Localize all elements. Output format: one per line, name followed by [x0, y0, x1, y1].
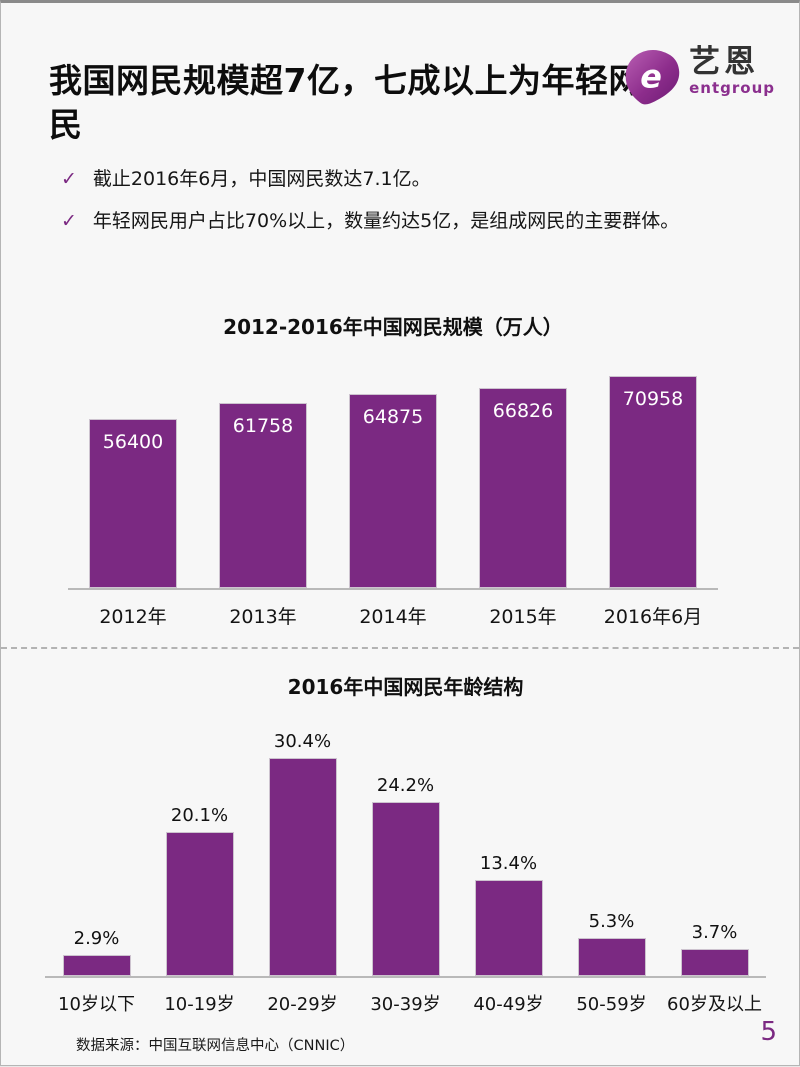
age-structure-chart: 2016年中国网民年龄结构 2.9% 20.1% 30.4% 24.2% 13.4% 5.…: [45, 671, 766, 1016]
logo-name-en: entgroup: [689, 79, 775, 97]
bar-2014年: 64875: [349, 394, 437, 588]
bar-value-label: 70958: [622, 388, 684, 410]
bar-value-label: 24.2%: [376, 775, 435, 796]
bar-column: 64875: [328, 376, 458, 588]
bar-column: 70958: [588, 376, 718, 588]
page-title: 我国网民规模超7亿，七成以上为年轻网民: [49, 61, 642, 144]
key-points-list: ✓ 截止2016年6月，中国网民数达7.1亿。 ✓ 年轻网民用户占比70%以上，…: [61, 167, 771, 250]
x-axis-label: 2015年: [489, 606, 557, 628]
chart-plot-area: 56400 61758 64875 66826 70958: [68, 376, 718, 590]
logo-name-cn: 艺恩: [689, 44, 760, 80]
bar-value-label: 64875: [362, 406, 424, 428]
x-axis-label: 50-59岁: [576, 994, 647, 1015]
bar-column: 3.7%: [663, 730, 766, 976]
bar-column: 20.1%: [148, 730, 251, 976]
bar-value-label: 20.1%: [170, 805, 229, 826]
bar-column: 30.4%: [251, 730, 354, 976]
bar-20-29岁: [268, 758, 337, 976]
dashed-divider: [1, 647, 799, 649]
page-number: 5: [760, 1017, 777, 1047]
bar-value-label: 5.3%: [588, 911, 635, 932]
bullet-text: 截止2016年6月，中国网民数达7.1亿。: [92, 168, 431, 190]
x-axis-label: 40-49岁: [473, 994, 544, 1015]
x-axis-label: 30-39岁: [370, 994, 441, 1015]
checkmark-icon: ✓: [61, 209, 77, 232]
list-item: ✓ 截止2016年6月，中国网民数达7.1亿。: [61, 167, 771, 192]
x-axis: 2012年 2013年 2014年 2015年 2016年6月: [68, 590, 718, 629]
logo-wordmark: 艺恩 entgroup: [689, 47, 775, 96]
x-axis-label: 2013年: [229, 606, 297, 628]
bar-60岁及以上: [680, 949, 749, 976]
chart-plot-area: 2.9% 20.1% 30.4% 24.2% 13.4% 5.3% 3.7%: [45, 730, 766, 978]
bar-value-label: 66826: [492, 400, 554, 422]
bar-2012年: 56400: [89, 419, 177, 588]
entgroup-e-icon: e: [622, 47, 682, 111]
bar-value-label: 61758: [232, 415, 294, 437]
bar-column: 61758: [198, 376, 328, 588]
x-axis-label: 10-19岁: [164, 994, 235, 1015]
bar-30-39岁: [371, 802, 440, 976]
bar-column: 5.3%: [560, 730, 663, 976]
bar-value-label: 2.9%: [73, 928, 120, 949]
netizen-scale-chart: 2012-2016年中国网民规模（万人） 56400 61758 64875 6682…: [68, 311, 718, 629]
bar-column: 66826: [458, 376, 588, 588]
entgroup-logo: e 艺恩 entgroup: [622, 47, 775, 111]
bar-value-label: 13.4%: [479, 853, 538, 874]
x-axis-label: 60岁及以上: [667, 994, 762, 1015]
data-source-note: 数据来源：中国互联网信息中心（CNNIC）: [76, 1038, 355, 1054]
bar-10岁以下: [62, 955, 131, 976]
bar-10-19岁: [165, 832, 234, 976]
bar-value-label: 56400: [102, 431, 164, 453]
bar-50-59岁: [577, 938, 646, 976]
checkmark-icon: ✓: [61, 168, 77, 190]
x-axis: 10岁以下 10-19岁 20-29岁 30-39岁 40-49岁 50-59岁 60岁及以…: [45, 978, 766, 1016]
chart-title: 2012-2016年中国网民规模（万人）: [223, 315, 563, 339]
bar-value-label: 3.7%: [691, 922, 738, 943]
bar-value-label: 30.4%: [273, 731, 332, 752]
bar-2015年: 66826: [479, 388, 567, 588]
chart-title: 2016年中国网民年龄结构: [287, 675, 524, 699]
bar-column: 2.9%: [45, 730, 148, 976]
x-axis-label: 2016年6月: [603, 606, 703, 628]
svg-text:e: e: [640, 57, 662, 95]
bar-2016年6月: 70958: [609, 376, 697, 588]
x-axis-label: 2014年: [359, 606, 427, 628]
bullet-text: 年轻网民用户占比70%以上，数量约达5亿，是组成网民的主要群体。: [92, 209, 680, 232]
x-axis-label: 20-29岁: [267, 994, 338, 1015]
bar-2013年: 61758: [219, 403, 307, 588]
x-axis-label: 10岁以下: [58, 994, 135, 1015]
bar-column: 24.2%: [354, 730, 457, 976]
bar-column: 56400: [68, 376, 198, 588]
x-axis-label: 2012年: [99, 606, 167, 628]
list-item: ✓ 年轻网民用户占比70%以上，数量约达5亿，是组成网民的主要群体。: [61, 209, 771, 234]
bar-40-49岁: [474, 880, 543, 976]
bar-column: 13.4%: [457, 730, 560, 976]
